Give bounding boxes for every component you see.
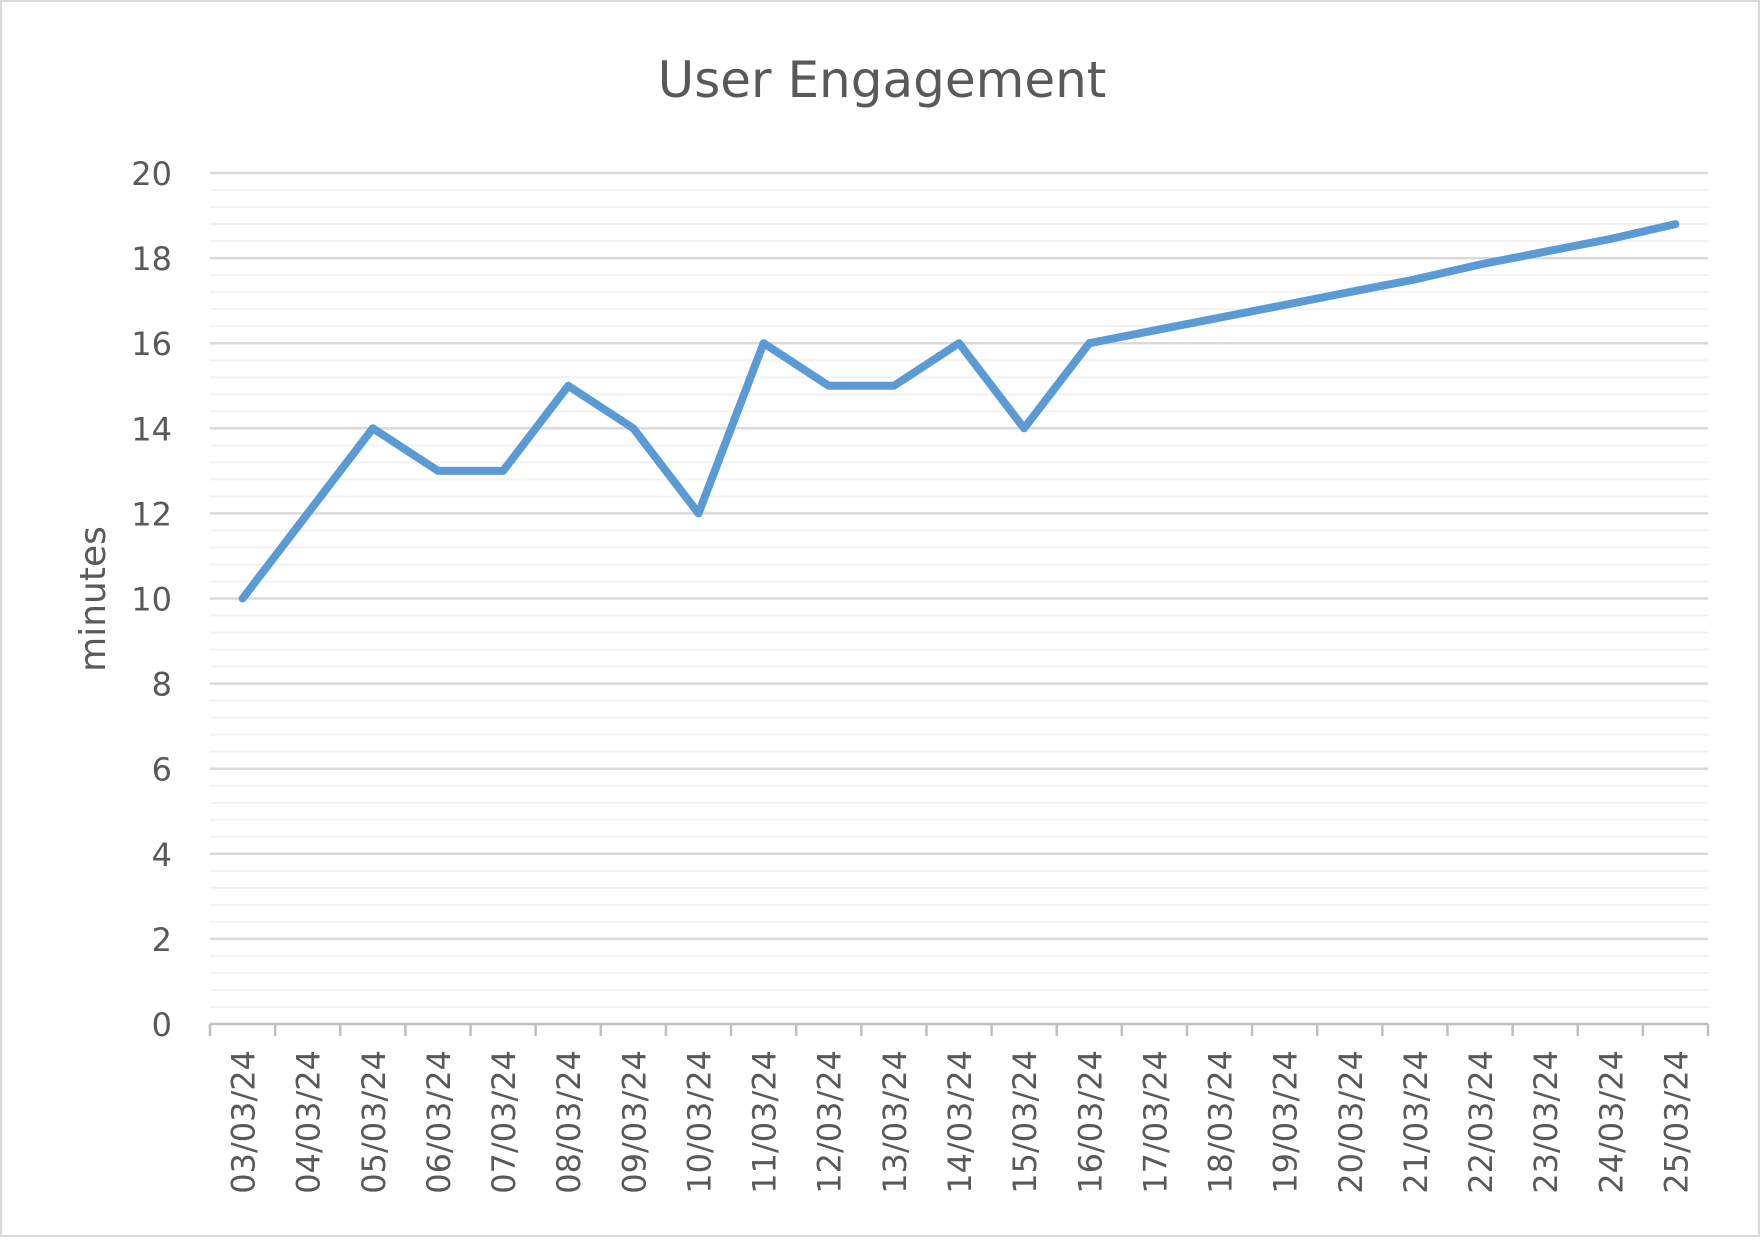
y-tick-label: 20 [131,155,172,193]
chart-title: User Engagement [658,51,1107,109]
gridlines [210,171,1708,1008]
x-tick-label: 11/03/24 [746,1050,784,1194]
x-tick-label: 24/03/24 [1592,1050,1630,1194]
y-axis-label: minutes [73,526,114,672]
x-tick-label: 19/03/24 [1267,1050,1305,1194]
x-tick-label: 03/03/24 [225,1050,263,1194]
x-tick-label: 16/03/24 [1071,1050,1109,1194]
y-tick-label: 8 [152,666,172,704]
x-tick-label: 12/03/24 [811,1050,849,1194]
x-tick-label: 20/03/24 [1332,1050,1370,1194]
y-tick-label: 16 [131,325,172,363]
x-tick-label: 04/03/24 [290,1050,328,1194]
y-tick-label: 6 [152,751,172,789]
x-tick-label: 07/03/24 [485,1050,523,1194]
y-tick-label: 10 [131,581,172,619]
x-tick-label: 18/03/24 [1202,1050,1240,1194]
y-tick-label: 12 [131,495,172,533]
y-tick-label: 18 [131,240,172,278]
x-tick-label: 17/03/24 [1136,1050,1174,1194]
y-tick-labels: 0 2 4 6 8 10 12 14 16 18 20 [131,155,172,1044]
y-tick-label: 4 [152,836,172,874]
x-tick-label: 21/03/24 [1397,1050,1435,1194]
axes [208,1022,1710,1036]
series-line [238,220,1680,603]
x-tick-label: 15/03/24 [1006,1050,1044,1194]
x-tick-label: 09/03/24 [615,1050,653,1194]
x-tick-label: 08/03/24 [550,1050,588,1194]
x-tick-labels: 03/03/24 04/03/24 05/03/24 06/03/24 07/03/24… [225,1050,1696,1194]
x-tick-label: 13/03/24 [876,1050,914,1194]
x-tick-label: 23/03/24 [1527,1050,1565,1194]
x-tick-label: 14/03/24 [941,1050,979,1194]
series-group [238,220,1680,603]
x-tick-label: 05/03/24 [355,1050,393,1194]
x-tick-label: 10/03/24 [680,1050,718,1194]
y-tick-label: 0 [152,1006,172,1044]
y-tick-label: 2 [152,921,172,959]
x-tick-label: 22/03/24 [1462,1050,1500,1194]
x-tick-label: 06/03/24 [420,1050,458,1194]
x-tick-label: 25/03/24 [1657,1050,1695,1194]
y-tick-label: 14 [131,410,172,448]
